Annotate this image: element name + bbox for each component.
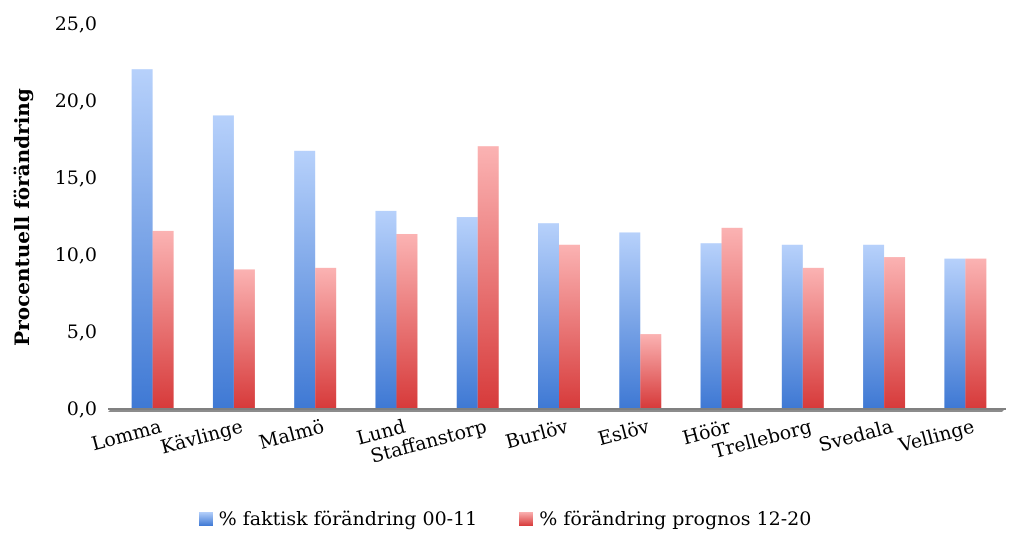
legend-label-series-2: % förändring prognos 12-20 — [539, 508, 812, 530]
bar-series-2-lomma — [152, 230, 174, 408]
x-tick-label: Malmö — [257, 416, 327, 454]
bar-series-2-malmö — [315, 267, 337, 408]
bar-series-2-lund — [396, 233, 418, 408]
bar-series-1-staffanstorp — [456, 217, 478, 408]
x-tick-label: Svedala — [816, 416, 895, 457]
bar-series-1-lund — [375, 210, 397, 408]
x-tick-label: Lomma — [89, 416, 164, 456]
y-tick-label: 10,0 — [55, 244, 97, 266]
x-tick-label: Burlöv — [503, 416, 570, 454]
y-tick-label: 20,0 — [55, 90, 97, 112]
y-tick-label: 25,0 — [55, 13, 97, 35]
y-axis-title-group: Procentuell förändring — [10, 88, 34, 346]
bar-series-1-burlöv — [538, 223, 559, 408]
y-axis-ticks: 0,0 5,0 10,0 15,0 20,0 25,0 — [55, 13, 97, 420]
y-tick-label: 5,0 — [67, 321, 97, 343]
legend-label-series-1: % faktisk förändring 00-11 — [218, 508, 478, 530]
bar-series-2-eslöv — [640, 334, 662, 408]
x-tick-label: Eslöv — [596, 416, 652, 451]
y-tick-label: 15,0 — [55, 167, 97, 189]
bar-series-1-vellinge — [944, 258, 966, 408]
legend-item-series-1: % faktisk förändring 00-11 — [198, 508, 478, 530]
legend-swatch-series-2 — [519, 512, 534, 526]
legend-item-series-2: % förändring prognos 12-20 — [519, 508, 811, 530]
bar-series-1-höör — [700, 243, 722, 408]
x-axis — [108, 408, 1006, 412]
bar-series-2-trelleborg — [802, 267, 824, 408]
bar-series-1-trelleborg — [781, 244, 803, 408]
bars — [131, 69, 987, 409]
bar-series-2-höör — [721, 227, 743, 408]
bar-series-1-eslöv — [619, 232, 641, 408]
y-tick-label: 0,0 — [67, 398, 97, 420]
bar-series-2-kävlinge — [233, 269, 255, 408]
bar-series-1-kävlinge — [212, 115, 234, 409]
legend-swatch-series-1 — [198, 512, 213, 526]
bar-series-1-svedala — [863, 244, 885, 408]
x-tick-label: Vellinge — [896, 416, 977, 457]
bar-series-1-lomma — [131, 69, 153, 408]
y-axis-title: Procentuell förändring — [10, 88, 34, 346]
legend: % faktisk förändring 00-11 % förändring … — [0, 508, 1010, 530]
x-tick-label: Kävlinge — [158, 416, 245, 459]
bar-series-2-svedala — [884, 257, 906, 408]
bar-series-2-staffanstorp — [477, 146, 499, 408]
bar-series-1-malmö — [294, 150, 316, 408]
bar-series-2-burlöv — [559, 244, 580, 408]
bar-series-2-vellinge — [965, 258, 987, 408]
